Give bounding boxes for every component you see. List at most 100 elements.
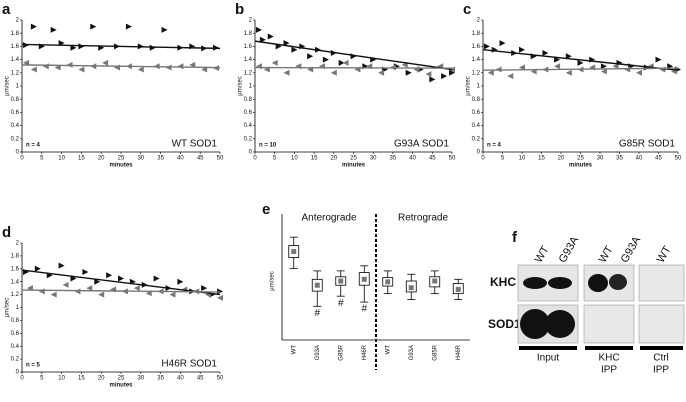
blot — [517, 264, 685, 350]
lane-label: G93A — [619, 234, 644, 265]
y-tick-label: 0 — [249, 150, 253, 156]
x-axis-label: minutes — [109, 383, 133, 389]
x-tick-label: WT — [291, 345, 297, 355]
x-tick-label: G85R — [338, 344, 344, 360]
y-tick-label: 0.4 — [244, 123, 253, 129]
triangle-marker — [58, 262, 65, 269]
panel-label: G85R SOD1 — [619, 139, 676, 150]
fit-line — [21, 269, 221, 296]
panel-label: H46R SOD1 — [161, 359, 217, 370]
median — [291, 249, 297, 254]
x-tick-label: 50 — [675, 156, 682, 162]
y-tick-label: 1.8 — [11, 31, 20, 37]
triangle-marker — [519, 64, 525, 71]
panel-label: G93A SOD1 — [394, 139, 449, 150]
triangle-marker — [169, 291, 176, 298]
x-tick-label: G93A — [409, 345, 415, 360]
median — [314, 282, 320, 288]
y-tick-label: 0.8 — [11, 97, 20, 103]
x-tick-label: 30 — [137, 156, 144, 162]
y-tick-label: 0.2 — [11, 357, 20, 363]
y-tick-label: 0.4 — [11, 344, 20, 350]
x-axis-label: minutes — [342, 163, 366, 169]
x-tick-label: 30 — [597, 156, 604, 162]
x-tick-label: 15 — [311, 156, 318, 162]
panel-letter: c — [463, 1, 471, 18]
y-tick-label: 0 — [16, 370, 20, 376]
triangle-marker — [283, 40, 290, 47]
y-tick-label: 2 — [477, 18, 481, 24]
triangle-marker — [405, 69, 412, 76]
x-tick-label: 40 — [177, 376, 184, 382]
panel-letter: a — [2, 1, 11, 18]
x-tick-label: 50 — [449, 156, 456, 162]
triangle-marker — [342, 59, 349, 66]
triangle-marker — [74, 288, 81, 295]
fit-line — [482, 67, 679, 71]
triangle-marker — [30, 66, 37, 73]
y-tick-label: 1.2 — [472, 70, 481, 76]
triangle-marker — [612, 63, 619, 70]
x-tick-label: 30 — [137, 376, 144, 382]
x-tick-label: 0 — [20, 156, 24, 162]
triangle-marker — [449, 69, 455, 76]
y-tick-label: 1.4 — [244, 57, 253, 63]
significance: # — [338, 298, 344, 309]
median — [432, 278, 438, 284]
x-tick-label: 50 — [217, 376, 224, 382]
median — [338, 278, 344, 284]
triangle-marker — [153, 275, 160, 282]
triangle-marker — [34, 265, 41, 272]
x-tick-label: 25 — [118, 156, 125, 162]
x-tick-label: 10 — [58, 156, 65, 162]
triangle-marker — [259, 36, 266, 43]
y-tick-label: 1.6 — [472, 44, 481, 50]
y-tick-label: 0.6 — [11, 331, 20, 337]
x-tick-label: 45 — [655, 156, 662, 162]
triangle-marker — [636, 69, 642, 76]
x-axis-label: minutes — [109, 163, 133, 169]
triangle-marker — [177, 278, 184, 285]
triangle-marker — [499, 40, 506, 47]
y-tick-label: 0.2 — [244, 136, 253, 142]
x-axis-label: minutes — [569, 163, 593, 169]
y-tick-label: 1.8 — [244, 31, 253, 37]
triangle-marker — [291, 46, 298, 53]
triangle-marker — [50, 291, 57, 298]
y-tick-label: 1.6 — [11, 266, 20, 272]
x-tick-label: 10 — [519, 156, 526, 162]
triangle-marker — [655, 56, 662, 63]
x-tick-label: G93A — [315, 345, 321, 360]
x-tick-label: 25 — [118, 376, 125, 382]
triangle-marker — [554, 63, 561, 70]
median — [385, 279, 391, 285]
triangle-marker — [441, 73, 448, 80]
triangle-marker — [429, 76, 436, 83]
x-tick-label: G85R — [432, 344, 438, 360]
significance: # — [314, 308, 320, 319]
x-tick-label: 40 — [177, 156, 184, 162]
x-tick-label: 35 — [157, 156, 164, 162]
y-axis-label: µm/sec — [466, 76, 472, 95]
y-tick-label: 1.2 — [244, 70, 253, 76]
y-tick-label: 2 — [16, 18, 20, 24]
triangle-marker — [600, 63, 607, 70]
n-label: n = 4 — [487, 143, 502, 149]
triangle-marker — [487, 69, 494, 76]
y-tick-label: 0 — [477, 150, 481, 156]
triangle-marker — [307, 53, 314, 60]
triangle-marker — [330, 69, 337, 76]
triangle-marker — [577, 59, 584, 66]
y-tick-label: 2 — [16, 241, 20, 247]
y-tick-label: 1 — [249, 84, 253, 90]
x-tick-label: 30 — [370, 156, 377, 162]
y-tick-label: 1.4 — [472, 57, 481, 63]
fit-line — [21, 289, 221, 293]
median — [455, 286, 461, 292]
triangle-marker — [338, 59, 345, 66]
triangle-marker — [483, 43, 490, 50]
triangle-marker — [125, 23, 132, 30]
x-tick-label: 5 — [273, 156, 277, 162]
x-tick-label: 20 — [330, 156, 337, 162]
